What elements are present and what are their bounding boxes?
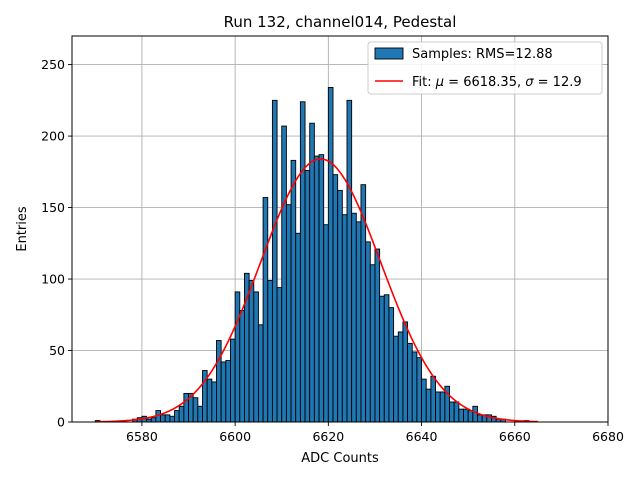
histogram-bar (374, 248, 381, 423)
histogram-bar (425, 388, 432, 423)
histogram-bar (337, 189, 343, 423)
histogram-bar (472, 405, 478, 423)
y-tick-label: 50 (49, 343, 65, 358)
histogram-bar (393, 335, 399, 423)
x-tick-label: 6660 (499, 429, 531, 444)
fit-sigma-equals: = (534, 75, 553, 90)
fit-label-prefix: Fit: (412, 75, 436, 90)
histogram-bar (421, 378, 427, 423)
fit-mu-equals: = (444, 75, 463, 90)
histogram-bar (299, 101, 306, 423)
x-tick-label: 6640 (406, 429, 438, 444)
histogram-bar (439, 391, 446, 423)
fit-mu-symbol: μ (435, 75, 444, 90)
histogram-bar (416, 357, 423, 423)
fit-sigma-value: 12.9 (553, 75, 582, 90)
histogram-bar (388, 307, 395, 423)
histogram-bars (94, 87, 530, 423)
y-tick-label: 150 (41, 200, 65, 215)
histogram-bar (346, 99, 353, 423)
histogram-bar (369, 264, 376, 423)
histogram-bar (239, 310, 245, 423)
histogram-bar (449, 401, 455, 423)
histogram-bar (323, 224, 329, 423)
histogram-bar (313, 155, 320, 423)
x-tick-label: 6680 (592, 429, 624, 444)
x-tick-label: 6600 (219, 429, 251, 444)
legend-label-fit: Fit: μ = 6618.35, σ = 12.9 (412, 75, 582, 90)
histogram-bar (276, 287, 283, 423)
histogram-bar (183, 392, 189, 423)
legend-swatch-samples (374, 47, 404, 60)
histogram-bar (262, 197, 269, 423)
histogram-bar (407, 342, 413, 423)
y-axis-ticks: 0 50 100 150 200 250 (41, 57, 72, 430)
histogram-bar (290, 159, 297, 423)
histogram-bar (164, 414, 171, 423)
histogram-bar (318, 154, 325, 423)
histogram-bar (206, 378, 213, 423)
histogram-bar (169, 415, 175, 423)
histogram-bar (327, 87, 334, 423)
fit-mu-value: 6618.35 (463, 75, 517, 90)
histogram-bar (341, 214, 348, 423)
histogram-bar (220, 361, 227, 423)
histogram-bar (467, 410, 474, 423)
histogram-bar (332, 174, 339, 423)
legend: Samples: RMS=12.88 Fit: μ = 6618.35, σ =… (367, 41, 603, 95)
histogram-bar (397, 331, 404, 423)
y-tick-label: 100 (41, 272, 65, 287)
histogram-bar (411, 351, 418, 423)
fit-separator: , (517, 75, 525, 90)
histogram-bar (379, 295, 385, 423)
y-tick-label: 250 (41, 57, 65, 72)
legend-frame (367, 41, 603, 95)
histogram-bar (351, 212, 357, 423)
histogram-bar (365, 241, 371, 423)
histogram-bar (192, 397, 199, 423)
fit-sigma-symbol: σ (525, 75, 534, 90)
y-tick-label: 0 (57, 415, 65, 430)
histogram-bar (355, 221, 362, 423)
histogram-bar (402, 321, 409, 423)
y-axis-title: Entries (15, 206, 30, 252)
x-axis-title: ADC Counts (301, 451, 379, 466)
histogram-bar (295, 232, 301, 423)
histogram-bar (253, 291, 259, 423)
histogram-bar (430, 375, 436, 423)
x-tick-label: 6620 (312, 429, 344, 444)
histogram-bar (160, 414, 166, 423)
histogram-bar (216, 340, 222, 423)
histogram-bar (309, 122, 315, 423)
x-tick-label: 6580 (126, 429, 158, 444)
histogram-bar (453, 401, 460, 423)
plot-frame (71, 35, 609, 423)
histogram-bar (257, 324, 264, 423)
histogram-bar (248, 280, 255, 423)
histogram-bar (197, 405, 203, 423)
chart-title: Run 132, channel014, Pedestal (224, 13, 457, 31)
histogram-bar (281, 125, 287, 423)
histogram-bar (178, 405, 185, 423)
legend-label-samples: Samples: RMS=12.88 (412, 47, 553, 62)
histogram-bar (230, 338, 236, 423)
histogram-bar (435, 391, 441, 423)
histogram-bar (211, 381, 217, 423)
histogram-bar (267, 280, 273, 423)
histogram-bar (477, 414, 483, 423)
histogram-bar (271, 99, 278, 423)
x-axis-ticks: 6580 6600 6620 6640 6660 6680 (126, 422, 624, 444)
histogram-bar (458, 408, 464, 423)
histogram-bar (225, 360, 231, 423)
histogram-bar (304, 169, 311, 423)
histogram-bar (150, 417, 157, 423)
y-tick-label: 200 (41, 129, 65, 144)
histogram-bar (285, 204, 292, 423)
histogram-bar (174, 410, 180, 423)
histogram-bar (383, 294, 390, 423)
gaussian-fit-curve (95, 158, 539, 423)
histogram-bar (463, 408, 469, 423)
histogram-bar (234, 291, 241, 423)
